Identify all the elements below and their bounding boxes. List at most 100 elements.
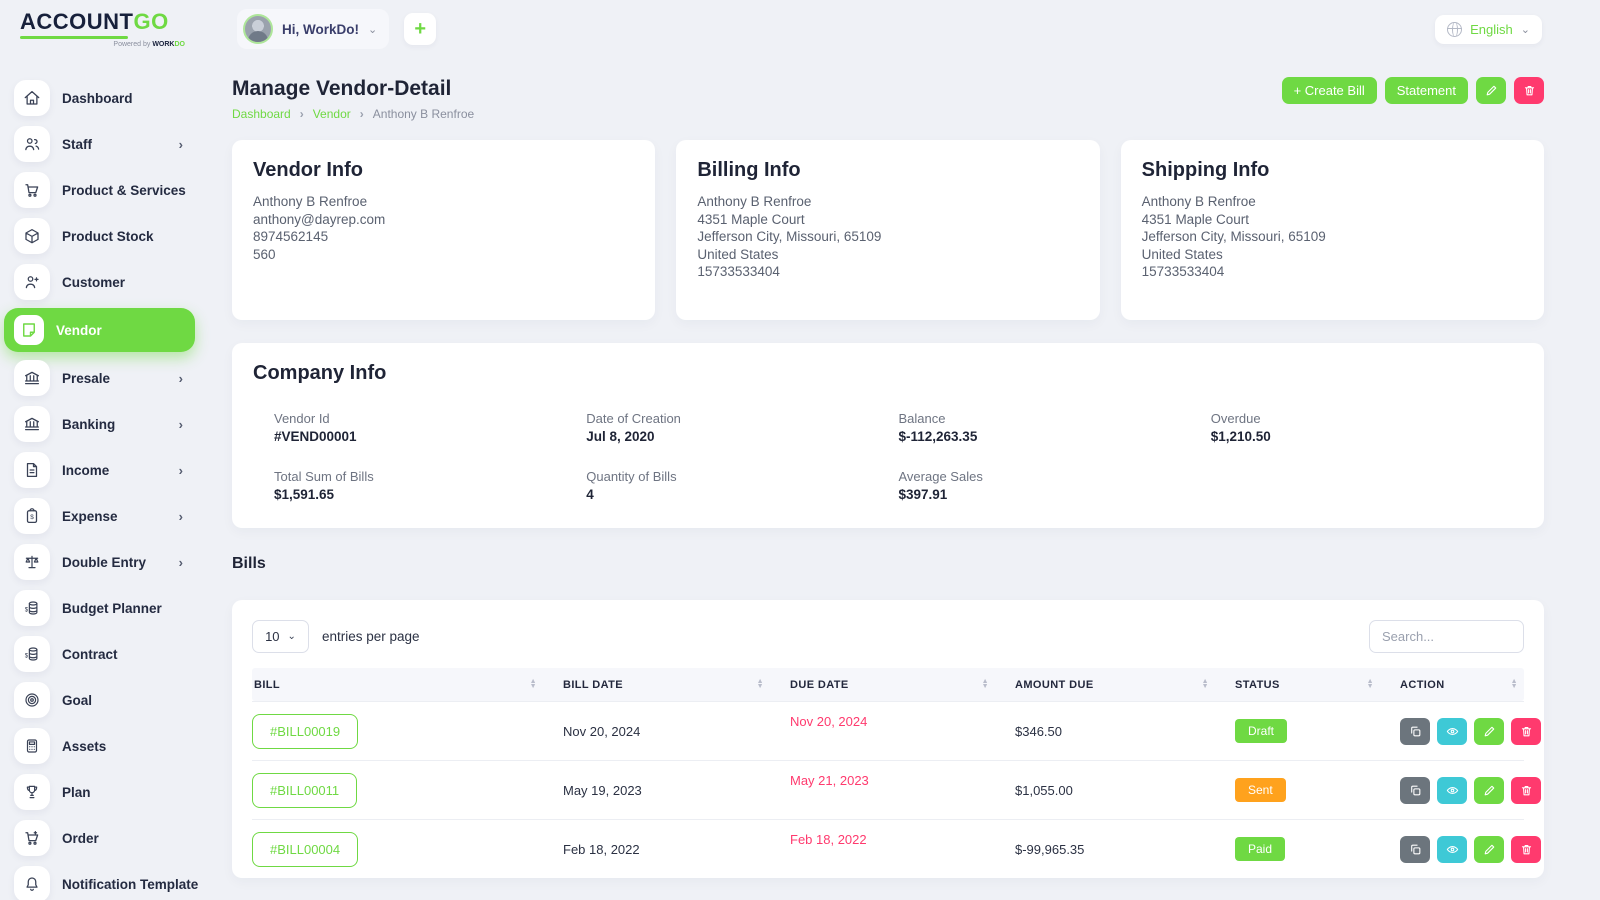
column-header-due-date[interactable]: DUE DATE ▲ ▼ [790, 678, 989, 691]
column-header-bill-date[interactable]: BILL DATE ▲ ▼ [563, 678, 764, 691]
view-button[interactable] [1437, 717, 1467, 745]
avatar [243, 14, 273, 44]
logo-underline [20, 35, 128, 39]
edit-button[interactable] [1474, 835, 1504, 863]
sidebar-item-order[interactable]: Order [4, 818, 195, 858]
sidebar-item-expense[interactable]: $ Expense › [4, 496, 195, 536]
billing-city: Jefferson City, Missouri, 65109 [697, 229, 882, 245]
billing-country: United States [697, 246, 779, 262]
company-field-vendor-id: Vendor Id #VEND00001 [274, 411, 357, 444]
vendor-info-title: Vendor Info [253, 159, 363, 181]
column-header-status[interactable]: STATUS ▲ ▼ [1235, 678, 1374, 691]
company-info-card: Company Info Vendor Id #VEND00001 Date o… [232, 343, 1544, 528]
duplicate-button[interactable] [1400, 835, 1430, 863]
breadcrumb-vendor[interactable]: Vendor [312, 107, 351, 121]
sidebar-item-budget-planner[interactable]: $ Budget Planner [4, 588, 195, 628]
sidebar: Dashboard Staff › Product & Services Pro… [0, 58, 205, 900]
quick-add-button[interactable]: + [404, 13, 437, 45]
company-info-title: Company Info [253, 362, 387, 384]
coins-dollar-icon: $ [14, 590, 50, 626]
breadcrumb-dashboard[interactable]: Dashboard [232, 107, 291, 121]
column-header-amount-due[interactable]: AMOUNT DUE ▲ ▼ [1015, 678, 1209, 691]
column-header-bill[interactable]: BILL ▲ ▼ [254, 678, 537, 691]
chevron-down-icon: ⌄ [368, 23, 378, 36]
statement-button[interactable]: Statement [1384, 77, 1468, 104]
edit-vendor-button[interactable] [1476, 77, 1506, 104]
topbar: ACCOUNTGO Powered by WORKDO Hi, WorkDo! … [0, 0, 1600, 58]
box-icon [14, 218, 50, 254]
home-icon [14, 80, 50, 116]
search-input[interactable] [1369, 620, 1524, 653]
sidebar-item-dashboard[interactable]: Dashboard [4, 78, 195, 118]
sidebar-item-goal[interactable]: Goal [4, 680, 195, 720]
bills-table-header: BILL ▲ ▼ BILL DATE ▲ ▼ DUE DATE ▲ ▼ AMOUNT DUE… [252, 668, 1524, 701]
bill-number-link[interactable]: #BILL00019 [252, 713, 359, 749]
sidebar-item-banking[interactable]: Banking › [4, 404, 195, 444]
bill-number-link[interactable]: #BILL00004 [252, 831, 359, 867]
breadcrumb: Dashboard › Vendor › Anthony B Renfroe [232, 107, 474, 121]
page-title: Manage Vendor-Detail [232, 77, 452, 100]
sidebar-item-income[interactable]: Income › [4, 450, 195, 490]
sort-icon: ▲ ▼ [981, 678, 989, 690]
chevron-right-icon: › [178, 508, 183, 524]
sidebar-item-assets[interactable]: Assets [4, 726, 195, 766]
view-button[interactable] [1437, 776, 1467, 804]
document-icon [14, 452, 50, 488]
delete-button[interactable] [1511, 835, 1541, 863]
sidebar-item-presale[interactable]: Presale › [4, 358, 195, 398]
sidebar-item-double-entry[interactable]: Double Entry › [4, 542, 195, 582]
bill-date: May 19, 2023 [563, 782, 642, 798]
app-logo[interactable]: ACCOUNTGO Powered by WORKDO [0, 10, 212, 48]
language-selector[interactable]: English ⌄ [1435, 14, 1542, 44]
delete-vendor-button[interactable] [1514, 77, 1544, 104]
svg-text:$: $ [30, 514, 34, 521]
create-bill-button[interactable]: + Create Bill [1281, 77, 1377, 104]
bank-icon [14, 406, 50, 442]
copy-icon [1410, 726, 1420, 736]
table-row: #BILL00004 Feb 18, 2022 Feb 18, 2022 $-9… [252, 819, 1541, 878]
sidebar-item-product-services[interactable]: Product & Services [4, 170, 195, 210]
breadcrumb-current: Anthony B Renfroe [372, 107, 475, 121]
delete-button[interactable] [1511, 717, 1541, 745]
sidebar-item-vendor[interactable]: Vendor [4, 308, 195, 352]
trash-icon [1521, 844, 1531, 854]
plus-icon: + [414, 17, 427, 40]
bills-section-title: Bills [232, 555, 266, 572]
table-row: #BILL00019 Nov 20, 2024 Nov 20, 2024 $34… [252, 701, 1541, 760]
sort-icon: ▲ ▼ [756, 678, 764, 690]
status-badge: Paid [1235, 837, 1286, 861]
bell-icon [14, 866, 50, 900]
edit-button[interactable] [1474, 717, 1504, 745]
entries-per-page-select[interactable]: 10 ⌄ [252, 620, 309, 653]
vendor-info-card: Vendor Info Anthony B Renfroe anthony@da… [232, 140, 656, 320]
company-field-total-sum-of-bills: Total Sum of Bills $1,591.65 [274, 469, 374, 502]
eye-icon [1446, 786, 1458, 794]
sidebar-item-customer[interactable]: Customer [4, 262, 195, 302]
shipping-phone: 15733533404 [1141, 264, 1225, 280]
delete-button[interactable] [1511, 776, 1541, 804]
sidebar-item-staff[interactable]: Staff › [4, 124, 195, 164]
edit-button[interactable] [1474, 776, 1504, 804]
user-menu[interactable]: Hi, WorkDo! ⌄ [237, 9, 390, 49]
chevron-right-icon: › [299, 107, 304, 121]
column-header-action[interactable]: ACTION ▲ ▼ [1400, 678, 1518, 691]
duplicate-button[interactable] [1400, 717, 1430, 745]
billing-phone: 15733533404 [697, 264, 780, 280]
globe-icon [1447, 21, 1463, 37]
logo-tagline: Powered by WORKDO [113, 40, 185, 48]
cart-plus-icon [14, 820, 50, 856]
sidebar-item-plan[interactable]: Plan [4, 772, 195, 812]
sidebar-item-contract[interactable]: $ Contract [4, 634, 195, 674]
sort-icon: ▲ ▼ [1366, 678, 1374, 690]
coins-dollar-icon: $ [14, 636, 50, 672]
chevron-right-icon: › [178, 370, 183, 386]
company-field-overdue: Overdue $1,210.50 [1210, 411, 1271, 444]
chevron-down-icon: ⌄ [1520, 23, 1530, 36]
sidebar-item-product-stock[interactable]: Product Stock [4, 216, 195, 256]
view-button[interactable] [1437, 835, 1467, 863]
duplicate-button[interactable] [1400, 776, 1430, 804]
sidebar-item-notification-template[interactable]: Notification Template [4, 864, 198, 900]
chevron-right-icon: › [178, 462, 183, 478]
company-field-date-of-creation: Date of Creation Jul 8, 2020 [586, 411, 681, 444]
bill-number-link[interactable]: #BILL00011 [252, 772, 358, 808]
